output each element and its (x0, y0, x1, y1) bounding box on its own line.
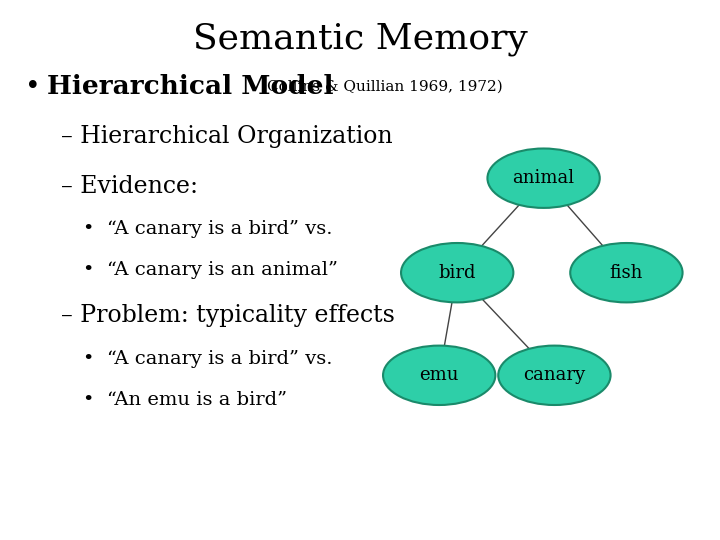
Text: •  “A canary is an animal”: • “A canary is an animal” (83, 261, 338, 279)
Text: (Collins & Quillian 1969, 1972): (Collins & Quillian 1969, 1972) (261, 79, 503, 93)
Text: •  “A canary is a bird” vs.: • “A canary is a bird” vs. (83, 220, 333, 239)
Ellipse shape (401, 243, 513, 302)
Text: Semantic Memory: Semantic Memory (193, 22, 527, 56)
Text: •  “An emu is a bird”: • “An emu is a bird” (83, 390, 287, 409)
Text: •  “A canary is a bird” vs.: • “A canary is a bird” vs. (83, 350, 333, 368)
Ellipse shape (487, 148, 600, 208)
Text: emu: emu (420, 366, 459, 384)
Text: – Evidence:: – Evidence: (61, 175, 198, 198)
Text: – Problem: typicality effects: – Problem: typicality effects (61, 305, 395, 327)
Text: bird: bird (438, 264, 476, 282)
Text: animal: animal (513, 169, 575, 187)
Text: canary: canary (523, 366, 585, 384)
Text: fish: fish (610, 264, 643, 282)
Ellipse shape (570, 243, 683, 302)
Text: Hierarchical Model: Hierarchical Model (47, 74, 333, 99)
Text: – Hierarchical Organization: – Hierarchical Organization (61, 125, 393, 147)
Text: •: • (25, 74, 41, 99)
Ellipse shape (383, 346, 495, 405)
Ellipse shape (498, 346, 611, 405)
